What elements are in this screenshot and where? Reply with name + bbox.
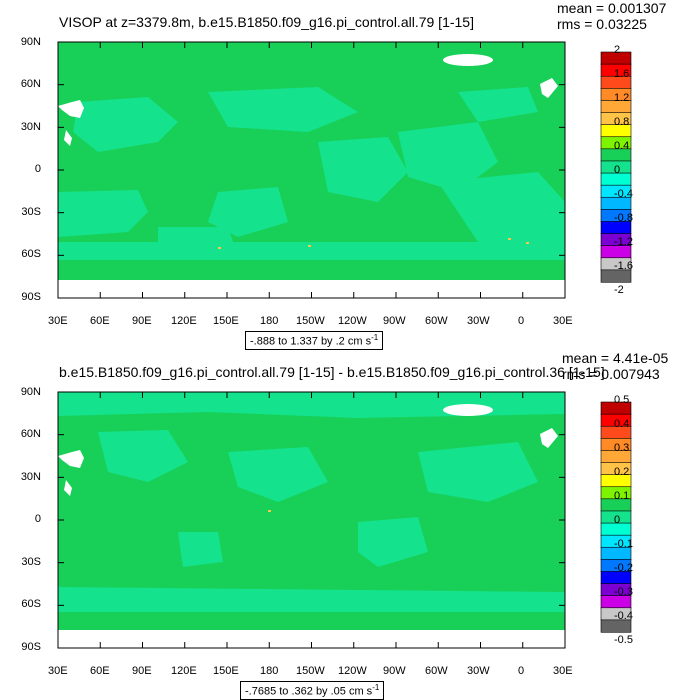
lon-label-150e: 150E — [213, 315, 239, 327]
lon-label-90w: 90W — [383, 315, 406, 327]
cbar2-label-0-1: 0.1 — [614, 490, 630, 502]
panel2-map-svg — [57, 391, 566, 649]
tick-marks — [57, 41, 566, 299]
lon-label-120e: 120E — [171, 665, 197, 677]
lon-label-30e: 30E — [48, 665, 68, 677]
lat-label-0: 0 — [34, 163, 41, 175]
lon-label-150w: 150W — [296, 315, 325, 327]
panel2-range-sup: -1 — [372, 683, 380, 692]
colorbar-swatch — [600, 269, 632, 283]
lon-label-0: 0 — [518, 315, 525, 327]
lon-label-30e: 30E — [48, 315, 68, 327]
cbar1-label-neg-2: -2 — [614, 284, 624, 296]
lon-label-60e: 60E — [90, 315, 110, 327]
speckles — [268, 510, 271, 512]
cbar2-label-neg-0-1: -0.1 — [614, 538, 633, 550]
lon-label-90e: 90E — [132, 665, 152, 677]
cbar2-label-neg-0-4: -0.4 — [614, 610, 633, 622]
panel2-lon-labels: 30E 60E 90E 120E 150E 180 150W 120W 90W … — [0, 665, 700, 679]
cbar2-label-neg-0-2: -0.2 — [614, 562, 633, 574]
cbar1-label-0: 0 — [614, 164, 621, 176]
lon-label-90w: 90W — [383, 665, 406, 677]
cbar1-label-neg-0-8: -0.8 — [614, 212, 633, 224]
cbar1-label-1-2: 1.2 — [614, 92, 630, 104]
panel1-map-svg — [57, 41, 566, 299]
cbar2-label-0-5: 0.5 — [614, 394, 630, 406]
lat-label-30s-p2: 30S — [21, 556, 41, 568]
lat-label-60n-p2: 60N — [20, 428, 41, 440]
lon-label-0: 0 — [518, 665, 525, 677]
panel2-colorbar-labels: 0.5 0.4 0.3 0.2 0.1 0 -0.1 -0.2 -0.3 -0.… — [614, 394, 674, 646]
lon-label-150e: 150E — [213, 665, 239, 677]
lon-label-60e: 60E — [90, 665, 110, 677]
lat-label-60s-p2: 60S — [21, 598, 41, 610]
panel1-range-sup: -1 — [371, 333, 379, 342]
panel1-colorbar-labels: 2 1.6 1.2 0.8 0.4 0 -0.4 -0.8 -1.2 -1.6 … — [614, 44, 674, 296]
panel2-colorbar-svg — [600, 401, 632, 633]
panel1-rms: rms = 0.03225 — [557, 16, 647, 32]
lat-label-60s: 60S — [21, 248, 41, 260]
lat-label-60n: 60N — [20, 78, 41, 90]
lon-label-180: 180 — [260, 665, 279, 677]
cyan-patches — [58, 392, 565, 612]
cbar1-label-2: 2 — [614, 44, 621, 56]
lon-label-120w: 120W — [338, 665, 367, 677]
lat-label-0-p2: 0 — [34, 513, 41, 525]
lat-label-90s-p2: 90S — [21, 641, 41, 653]
cbar2-label-0-2: 0.2 — [614, 466, 630, 478]
lon-label-120w: 120W — [338, 315, 367, 327]
lat-label-30s: 30S — [21, 206, 41, 218]
lat-label-30n-p2: 30N — [20, 471, 41, 483]
colorbar-swatch — [600, 619, 632, 633]
cbar2-label-0-3: 0.3 — [614, 442, 630, 454]
cbar1-label-neg-1-6: -1.6 — [614, 260, 633, 272]
panel1-range-text: -.888 to 1.337 by .2 cm s — [250, 335, 372, 348]
panel2-map — [57, 391, 566, 649]
cbar1-label-0-4: 0.4 — [614, 140, 630, 152]
panel2-stats: mean = 4.41e-05 rms = 0.007943 — [562, 350, 668, 382]
cbar1-label-0-8: 0.8 — [614, 116, 630, 128]
panel1-title: VISOP at z=3379.8m, b.e15.B1850.f09_g16.… — [59, 14, 474, 30]
lon-label-30e-end: 30E — [553, 315, 573, 327]
panel1-stats: mean = 0.001307 rms = 0.03225 — [557, 0, 666, 32]
lat-label-90s: 90S — [21, 291, 41, 303]
cbar2-label-0-4: 0.4 — [614, 418, 630, 430]
cbar2-label-neg-0-3: -0.3 — [614, 586, 633, 598]
panel1-map — [57, 41, 566, 299]
panel1-mean: mean = 0.001307 — [557, 0, 667, 16]
cbar1-label-1-6: 1.6 — [614, 68, 630, 80]
panel1-colorbar — [600, 51, 632, 283]
cyan-patches — [58, 87, 565, 260]
lon-label-60w: 60W — [425, 315, 448, 327]
panel1-colorbar-svg — [600, 51, 632, 283]
panel2-colorbar — [600, 401, 632, 633]
panel2-mean: mean = 4.41e-05 — [562, 350, 669, 366]
cbar1-label-neg-0-4: -0.4 — [614, 188, 633, 200]
cbar2-label-neg-0-5: -0.5 — [614, 634, 633, 646]
lon-label-180: 180 — [260, 315, 279, 327]
panel1-lon-labels: 30E 60E 90E 120E 150E 180 150W 120W 90W … — [0, 315, 700, 329]
cbar1-label-neg-1-2: -1.2 — [614, 236, 633, 248]
lat-label-90n: 90N — [20, 36, 41, 48]
lon-label-30w: 30W — [467, 315, 490, 327]
lon-label-60w: 60W — [425, 665, 448, 677]
panel2-range-box: -.7685 to .362 by .05 cm s-1 — [240, 681, 385, 700]
cbar2-label-0: 0 — [614, 514, 621, 526]
lon-label-150w: 150W — [296, 665, 325, 677]
tick-marks — [57, 391, 566, 649]
lon-label-30w: 30W — [467, 665, 490, 677]
lon-label-90e: 90E — [132, 315, 152, 327]
panel2-title: b.e15.B1850.f09_g16.pi_control.all.79 [1… — [59, 364, 605, 380]
panel1-range-box: -.888 to 1.337 by .2 cm s-1 — [245, 331, 384, 350]
lon-label-30e-end: 30E — [553, 665, 573, 677]
lon-label-120e: 120E — [171, 315, 197, 327]
panel2-range-text: -.7685 to .362 by .05 cm s — [245, 685, 373, 698]
lat-label-90n-p2: 90N — [20, 386, 41, 398]
speckles — [218, 238, 529, 249]
lat-label-30n: 30N — [20, 121, 41, 133]
panel2-rms: rms = 0.007943 — [562, 366, 660, 382]
